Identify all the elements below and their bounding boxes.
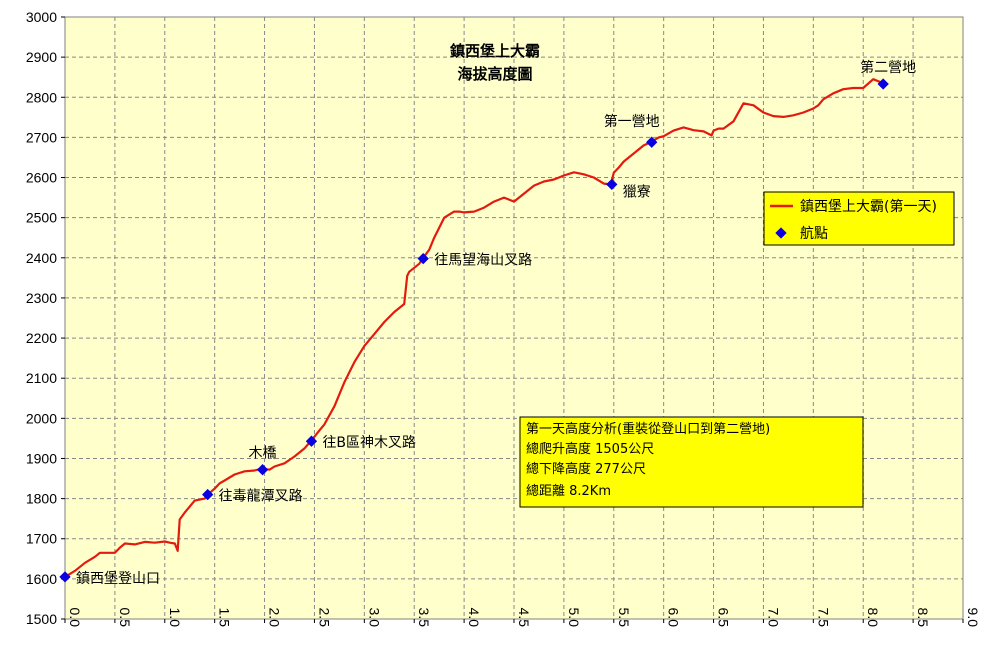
waypoint-marker — [305, 435, 318, 447]
x-tick-label: 6.0 — [666, 608, 682, 628]
waypoint-label: 第一營地 — [604, 113, 660, 130]
y-tick-label: 1900 — [26, 450, 57, 466]
y-tick-label: 2300 — [26, 290, 57, 306]
waypoint-marker — [256, 464, 269, 476]
waypoint-marker — [646, 136, 658, 148]
elevation-line — [64, 78, 884, 578]
x-tick-label: 1.0 — [167, 608, 183, 628]
x-tick-label: 8.5 — [915, 608, 931, 628]
y-tick-label: 2000 — [26, 410, 57, 426]
x-tick-label: 6.5 — [716, 608, 732, 628]
x-tick-label: 7.5 — [815, 608, 831, 628]
y-tick-label: 2800 — [26, 89, 57, 105]
waypoint-label: 往B區神木叉路 — [322, 435, 416, 451]
waypoint-marker — [202, 488, 214, 501]
waypoint-label: 往毒龍潭叉路 — [219, 488, 303, 505]
y-tick-label: 2200 — [26, 330, 57, 346]
x-tick-label: 3.5 — [416, 608, 432, 628]
x-tick-label: 0.0 — [67, 608, 83, 628]
waypoint-label: 鎮西堡登山口 — [76, 571, 160, 587]
analysis-line-4: 總距離 8.2Km — [526, 483, 611, 499]
x-tick-label: 0.5 — [117, 608, 133, 628]
x-tick-label: 4.5 — [516, 608, 532, 628]
x-tick-label: 7.0 — [765, 608, 781, 628]
x-tick-label: 8.0 — [865, 608, 881, 628]
y-tick-label: 1500 — [26, 611, 57, 627]
y-tick-label: 2100 — [26, 370, 57, 386]
analysis-line-2: 總爬升高度 1505公尺 — [526, 441, 654, 457]
y-tick-label: 2900 — [26, 49, 57, 65]
y-tick-label: 2600 — [26, 170, 57, 186]
y-tick-label: 2700 — [26, 129, 57, 145]
waypoint-label: 木橋 — [249, 446, 277, 462]
y-axis: 3000 2900 2800 2700 2600 2500 2400 2300 2200 2100… — [26, 9, 65, 627]
x-tick-label: 9.0 — [965, 608, 981, 628]
waypoint-label: 往馬望海山叉路 — [434, 253, 532, 269]
x-tick-label: 2.0 — [267, 608, 283, 628]
analysis-box: 第一天高度分析(重裝從登山口到第二營地) 總爬升高度 1505公尺 總下降高度 … — [519, 416, 864, 508]
x-axis: 0.0 0.5 1.0 1.5 2.0 2.5 3.0 3.5 4.0 4.5 5.0 5.5 6.0 6… — [64, 608, 981, 628]
chart-title-line2: 海拔高度圖 — [457, 65, 532, 83]
x-tick-label: 5.5 — [616, 608, 632, 628]
y-tick-label: 3000 — [26, 9, 57, 25]
waypoint-marker — [417, 252, 429, 265]
waypoint-label: 第二營地 — [860, 59, 916, 76]
x-tick-label: 2.5 — [316, 608, 332, 628]
legend-box — [763, 191, 955, 246]
y-tick-label: 2500 — [26, 210, 57, 226]
x-tick-label: 3.0 — [366, 608, 382, 628]
x-tick-label: 1.5 — [217, 608, 233, 628]
analysis-box-bg — [519, 416, 864, 508]
x-tick-label: 4.0 — [466, 608, 482, 628]
chart-title-line1: 鎮西堡上大霸 — [450, 42, 540, 60]
y-tick-label: 1600 — [26, 571, 57, 587]
y-tick-label: 1700 — [26, 531, 57, 547]
waypoint-marker — [606, 178, 618, 191]
legend: 鎮西堡上大霸(第一天) 航點 — [763, 191, 955, 246]
analysis-line-1: 第一天高度分析(重裝從登山口到第二營地) — [526, 421, 770, 437]
legend-waypoint-label: 航點 — [800, 226, 828, 242]
legend-series-label: 鎮西堡上大霸(第一天) — [800, 198, 937, 215]
x-tick-label: 5.0 — [566, 608, 582, 628]
y-tick-label: 2400 — [26, 250, 57, 266]
grid-lines — [65, 17, 963, 619]
waypoint-label: 獵寮 — [623, 183, 651, 200]
legend-marker-swatch — [775, 227, 787, 239]
analysis-line-3: 總下降高度 277公尺 — [526, 461, 646, 477]
y-tick-label: 1800 — [26, 491, 57, 507]
